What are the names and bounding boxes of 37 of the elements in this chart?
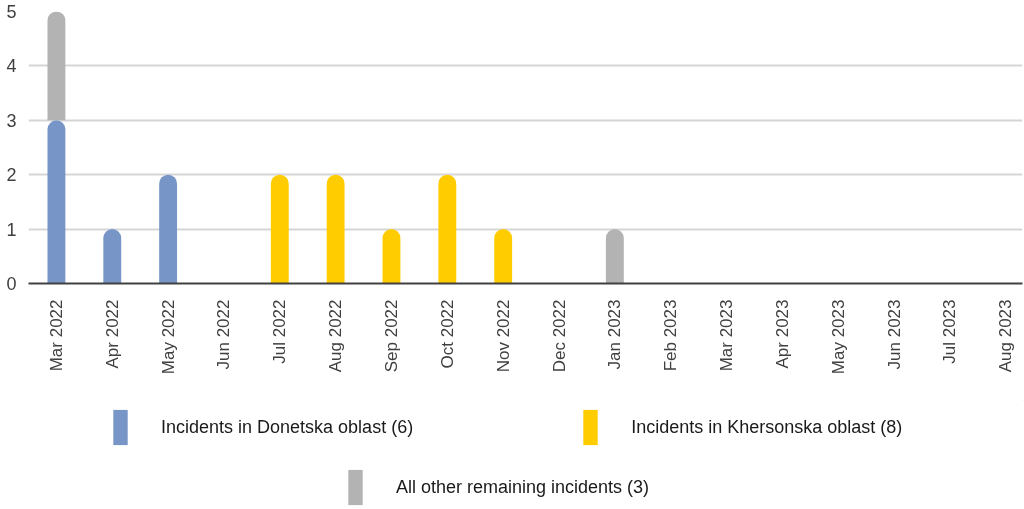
x-tick-label: Aug 2022 [326, 299, 346, 373]
x-tick-label: Nov 2022 [493, 299, 513, 373]
bar [382, 229, 401, 284]
bar [270, 174, 289, 284]
x-tick-label: Sep 2022 [381, 299, 401, 373]
x-tick-label: Mar 2023 [717, 299, 737, 372]
x-tick-label: Dec 2022 [549, 299, 569, 373]
x-tick-label: Apr 2022 [102, 299, 122, 369]
bar [326, 174, 345, 284]
y-tick-label: 4 [6, 56, 17, 77]
legend-label: Incidents in Donetska oblast (6) [161, 415, 414, 439]
y-tick-label: 3 [6, 110, 17, 131]
legend-label: Incidents in Khersonska oblast (8) [631, 415, 903, 439]
x-tick-label: May 2022 [158, 299, 178, 375]
x-tick-label: Jun 2022 [214, 299, 234, 370]
y-tick-label: 5 [6, 2, 17, 22]
x-tick-label: Oct 2022 [437, 299, 457, 369]
x-tick-label: Aug 2023 [996, 299, 1016, 373]
x-tick-label: Jun 2023 [884, 299, 904, 370]
bar [103, 229, 122, 284]
legend-label: All other remaining incidents (3) [396, 475, 650, 499]
y-tick-label: 2 [6, 165, 17, 186]
x-tick-label: Jul 2023 [940, 299, 960, 364]
bar [47, 11, 66, 121]
x-tick-label: Mar 2022 [46, 299, 66, 372]
x-tick-label: Jan 2023 [605, 299, 625, 370]
x-tick-label: Feb 2023 [661, 299, 681, 372]
bar [494, 229, 513, 284]
bar [438, 174, 457, 284]
bar [47, 120, 66, 284]
y-tick-label: 1 [6, 219, 17, 240]
x-tick-label: Apr 2023 [772, 299, 792, 369]
bar [159, 174, 178, 284]
y-tick-label: 0 [6, 274, 17, 294]
x-tick-label: Jul 2022 [270, 299, 290, 364]
bar [605, 229, 624, 284]
x-tick-label: May 2023 [828, 299, 848, 375]
